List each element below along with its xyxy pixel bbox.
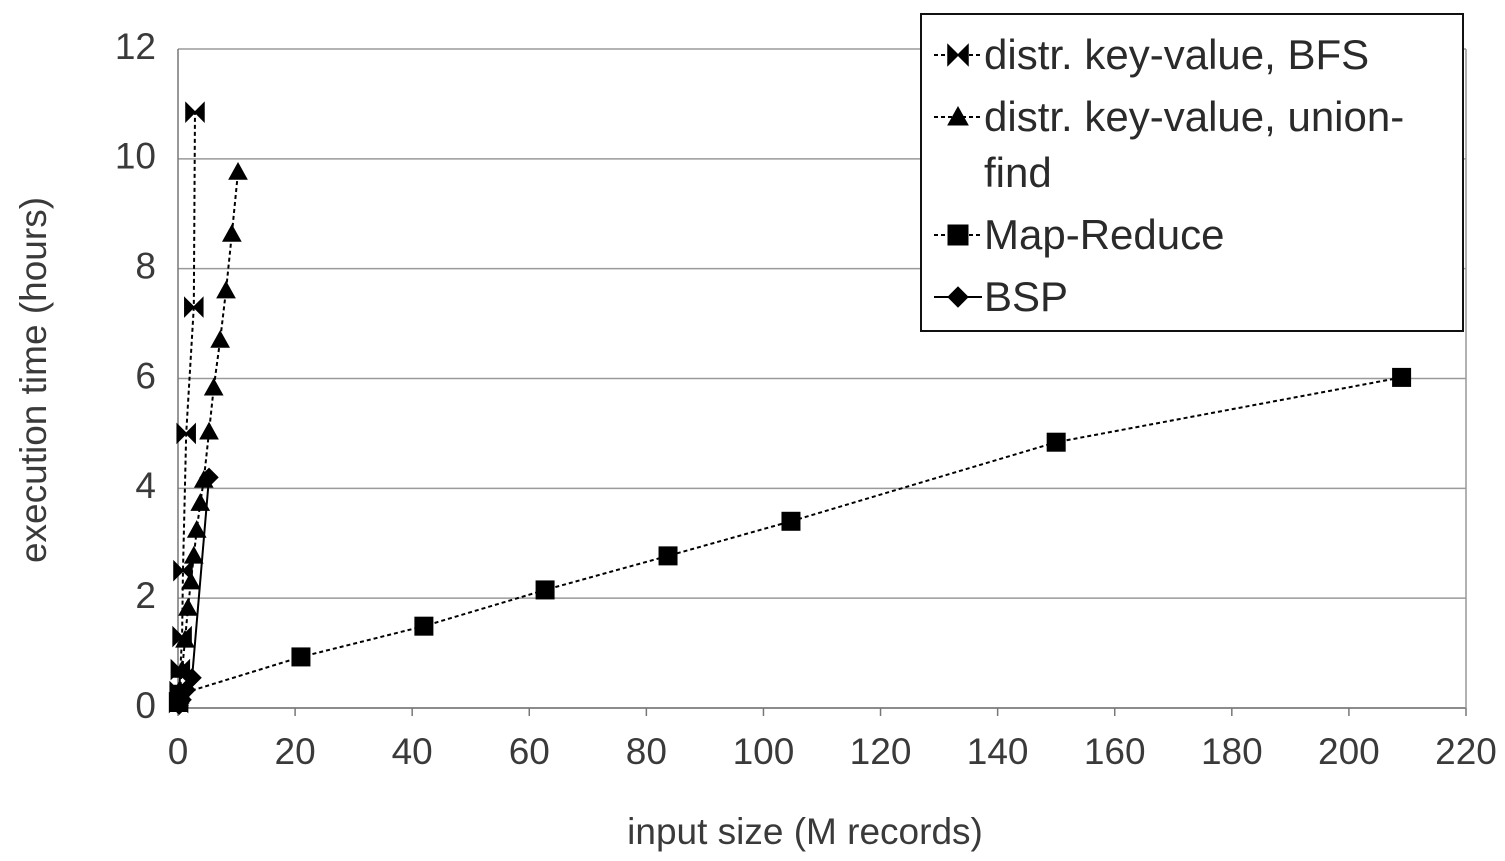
legend-entry: distr. key-value, union-find bbox=[932, 89, 1462, 201]
marker bbox=[535, 580, 555, 600]
marker bbox=[216, 280, 236, 299]
legend-label: Map-Reduce bbox=[984, 211, 1225, 258]
x-tick-label: 0 bbox=[168, 731, 189, 772]
marker bbox=[291, 647, 311, 667]
y-tick-label: 0 bbox=[135, 685, 156, 726]
marker bbox=[183, 545, 204, 564]
marker bbox=[228, 161, 248, 180]
marker bbox=[414, 616, 434, 636]
legend-icon bbox=[934, 224, 982, 246]
marker bbox=[1046, 432, 1066, 452]
legend-label: BSP bbox=[984, 273, 1069, 320]
marker bbox=[172, 660, 192, 678]
y-tick-label: 6 bbox=[135, 355, 156, 396]
x-tick-label: 80 bbox=[626, 731, 667, 772]
legend-icon bbox=[934, 286, 982, 308]
legend-label: distr. key-value, BFS bbox=[984, 31, 1370, 78]
legend-entry: distr. key-value, BFS bbox=[932, 27, 1462, 83]
marker bbox=[184, 296, 204, 318]
legend-marker bbox=[947, 286, 969, 308]
series-line bbox=[177, 376, 1402, 703]
legend: distr. key-value, BFS distr. key-value, u… bbox=[920, 13, 1464, 332]
x-tick-label: 220 bbox=[1435, 731, 1497, 772]
y-tick-label: 12 bbox=[115, 26, 156, 67]
marker bbox=[182, 668, 202, 688]
legend-marker bbox=[947, 43, 969, 67]
legend-entry: BSP bbox=[932, 269, 1462, 325]
x-tick-label: 180 bbox=[1201, 731, 1263, 772]
marker bbox=[185, 101, 205, 123]
y-axis-label: execution time (hours) bbox=[13, 197, 54, 563]
marker bbox=[210, 330, 231, 348]
marker bbox=[190, 493, 211, 511]
x-tick-label: 40 bbox=[392, 731, 433, 772]
marker bbox=[186, 520, 207, 538]
marker bbox=[222, 224, 242, 242]
marker bbox=[203, 377, 224, 396]
x-tick-label: 100 bbox=[733, 731, 795, 772]
marker bbox=[175, 629, 195, 648]
x-tick-label: 160 bbox=[1084, 731, 1146, 772]
marker bbox=[199, 467, 219, 488]
x-tick-label: 120 bbox=[850, 731, 912, 772]
legend-entry: Map-Reduce bbox=[932, 207, 1462, 263]
x-tick-label: 200 bbox=[1318, 731, 1380, 772]
legend-marker bbox=[947, 224, 969, 246]
legend-icon bbox=[934, 105, 982, 126]
x-tick-label: 140 bbox=[967, 731, 1029, 772]
marker bbox=[658, 546, 678, 566]
legend-label: distr. key-value, union-find bbox=[984, 93, 1405, 196]
marker bbox=[1392, 367, 1412, 387]
y-tick-label: 4 bbox=[135, 465, 156, 506]
marker bbox=[781, 511, 801, 531]
marker bbox=[178, 598, 198, 616]
x-axis-label: input size (M records) bbox=[627, 811, 983, 852]
marker bbox=[181, 571, 201, 590]
y-tick-label: 10 bbox=[115, 136, 156, 177]
legend-icon bbox=[934, 43, 982, 67]
series-line bbox=[177, 171, 240, 700]
y-tick-label: 2 bbox=[135, 575, 156, 616]
legend-marker bbox=[947, 105, 969, 126]
x-tick-label: 60 bbox=[509, 731, 550, 772]
marker bbox=[176, 422, 196, 445]
x-tick-label: 20 bbox=[275, 731, 316, 772]
marker bbox=[199, 421, 219, 440]
y-tick-label: 8 bbox=[135, 245, 156, 286]
